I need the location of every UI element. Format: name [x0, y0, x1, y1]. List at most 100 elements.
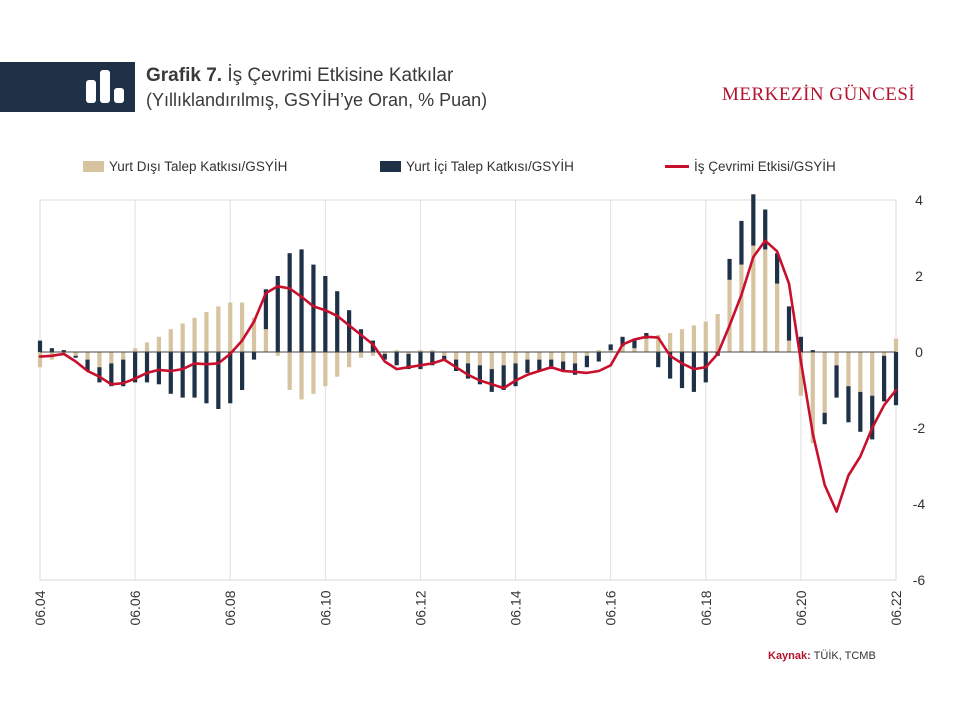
bar-foreign	[133, 348, 138, 352]
bar-foreign	[287, 352, 292, 390]
bar-foreign	[513, 352, 518, 364]
bar-foreign	[240, 302, 245, 352]
chart-title: Grafik 7. İş Çevrimi Etkisine Katkılar	[146, 64, 487, 88]
bar-domestic	[418, 352, 423, 370]
bar-domestic	[442, 355, 447, 360]
bar-foreign	[775, 283, 780, 352]
legend-swatch-cycle	[665, 165, 689, 168]
bar-domestic	[858, 391, 863, 432]
x-tick-label: 06.10	[317, 590, 333, 625]
legend-label-foreign: Yurt Dışı Talep Katkısı/GSYİH	[109, 159, 288, 174]
bar-domestic	[846, 386, 851, 423]
bar-foreign	[846, 352, 851, 387]
bar-foreign	[632, 348, 637, 352]
bar-series	[37, 194, 899, 444]
bar-foreign	[85, 352, 90, 360]
bar-domestic	[192, 352, 197, 398]
bar-foreign	[216, 306, 221, 352]
brand-logo: MERKEZİN GÜNCESİ	[722, 84, 916, 105]
bar-domestic	[561, 361, 566, 371]
bar-foreign	[870, 352, 875, 396]
bar-domestic	[798, 336, 803, 352]
bar-domestic	[73, 355, 78, 358]
bar-domestic	[299, 249, 304, 352]
bar-foreign	[858, 352, 863, 392]
bar-domestic	[751, 194, 756, 246]
bar-foreign	[430, 350, 435, 352]
bar-foreign	[442, 352, 447, 356]
bar-domestic	[49, 348, 54, 352]
chart-title-text: İş Çevrimi Etkisine Katkılar	[227, 65, 454, 86]
bar-domestic	[668, 352, 673, 379]
bar-domestic	[620, 336, 625, 347]
bar-domestic	[97, 367, 102, 383]
bar-foreign	[822, 352, 827, 413]
x-tick-label: 06.18	[698, 590, 714, 625]
bar-domestic	[584, 355, 589, 368]
bar-domestic	[775, 253, 780, 284]
legend-swatch-domestic	[380, 161, 401, 172]
bar-domestic	[513, 363, 518, 387]
bar-foreign	[335, 352, 340, 377]
bar-foreign	[691, 325, 696, 352]
bar-domestic	[358, 329, 364, 352]
bar-foreign	[156, 336, 161, 352]
bar-foreign	[109, 352, 114, 364]
bar-domestic	[739, 220, 744, 265]
bar-foreign	[810, 352, 815, 444]
bar-chart-icon	[86, 70, 124, 103]
bar-domestic	[727, 258, 732, 280]
bar-foreign	[370, 352, 375, 356]
bar-domestic	[323, 276, 328, 352]
bar-foreign	[786, 340, 792, 352]
x-tick-label: 06.16	[603, 590, 619, 625]
bar-foreign	[37, 352, 43, 368]
bar-domestic	[572, 363, 578, 375]
bar-foreign	[251, 317, 257, 352]
bar-domestic	[311, 264, 316, 352]
bar-domestic	[786, 306, 792, 341]
bar-foreign	[882, 352, 887, 356]
bar-domestic	[406, 353, 411, 370]
bar-foreign	[299, 352, 304, 400]
bar-domestic	[810, 350, 815, 352]
bar-foreign	[501, 352, 506, 366]
bar-foreign	[798, 352, 803, 396]
bar-foreign	[596, 350, 601, 352]
bar-foreign	[311, 352, 316, 394]
bar-foreign	[228, 302, 233, 352]
bar-domestic	[656, 352, 661, 368]
bar-foreign	[180, 323, 185, 352]
bar-domestic	[335, 291, 340, 352]
bar-foreign	[751, 245, 756, 352]
bar-domestic	[204, 352, 209, 404]
bar-domestic	[61, 350, 66, 352]
bar-foreign	[144, 342, 150, 352]
legend-label-domestic: Yurt İçi Talep Katkısı/GSYİH	[406, 159, 574, 174]
x-tick-label: 06.22	[888, 590, 904, 625]
bar-foreign	[561, 352, 566, 362]
bar-foreign	[679, 329, 685, 352]
y-axis-ticks: 4 2 0 -2 -4 -6	[913, 192, 926, 588]
bar-domestic	[691, 352, 696, 392]
bar-domestic	[763, 209, 768, 250]
bar-foreign	[358, 352, 364, 358]
bar-domestic	[37, 340, 43, 352]
bar-foreign	[489, 352, 494, 370]
y-tick-label: 4	[915, 192, 923, 208]
bar-foreign	[644, 338, 649, 352]
bar-foreign	[275, 352, 280, 356]
bar-foreign	[525, 352, 530, 360]
legend-item-cycle: İş Çevrimi Etkisi/GSYİH	[665, 159, 836, 174]
header-band	[0, 62, 135, 112]
bar-domestic	[121, 359, 126, 387]
cycle-line	[38, 239, 898, 513]
chart-title-bold: Grafik 7.	[146, 65, 223, 86]
bar-domestic	[156, 352, 161, 385]
bar-foreign	[204, 312, 209, 352]
bar-domestic	[430, 352, 435, 366]
bar-foreign	[608, 350, 613, 352]
bar-domestic	[144, 352, 150, 383]
bar-foreign	[97, 352, 102, 368]
bar-foreign	[834, 352, 839, 366]
